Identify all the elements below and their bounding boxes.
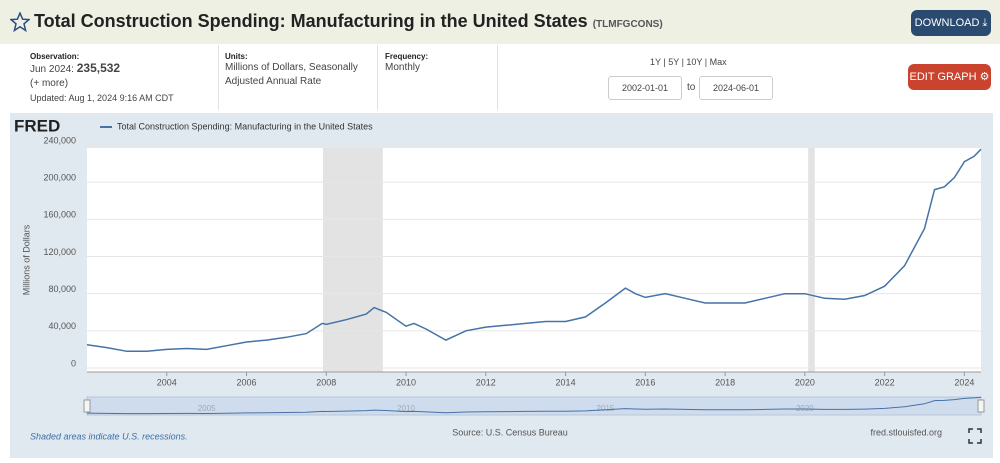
label: Observation:: [30, 52, 80, 61]
fullscreen-icon[interactable]: [968, 428, 982, 444]
divider: [377, 45, 378, 110]
navigator-label: 2005: [198, 404, 216, 413]
chart: FRED Total Construction Spending: Manufa…: [10, 113, 993, 458]
navigator-label: 2015: [597, 404, 615, 413]
x-tick-label: 2018: [715, 377, 735, 387]
legend-label: Total Construction Spending: Manufacturi…: [117, 121, 373, 131]
navigator-handle[interactable]: [83, 399, 91, 413]
x-tick-label: 2016: [635, 377, 655, 387]
x-tick-label: 2014: [556, 377, 576, 387]
y-tick-label: 160,000: [43, 210, 76, 220]
divider: [218, 45, 219, 110]
edit-text: EDIT GRAPH: [909, 71, 977, 83]
frequency: Frequency: Monthly: [385, 52, 428, 75]
site[interactable]: fred.stlouisfed.org: [870, 427, 942, 437]
navigator: [86, 396, 982, 416]
y-tick-label: 0: [71, 358, 76, 368]
y-tick-label: 120,000: [43, 247, 76, 257]
label: Units:: [225, 52, 248, 61]
x-tick-label: 2024: [954, 377, 974, 387]
y-tick-label: 200,000: [43, 173, 76, 183]
units-text: Millions of Dollars, Seasonally Adjusted…: [225, 62, 358, 87]
label: Frequency:: [385, 52, 429, 61]
obs-date: Jun 2024:: [30, 64, 74, 75]
source: Source: U.S. Census Bureau: [452, 427, 568, 437]
to: to: [687, 82, 696, 93]
title: Total Construction Spending: Manufacturi…: [34, 11, 663, 32]
series-id: (TLMFGCONS): [592, 19, 663, 30]
obs-value: 235,532: [76, 61, 121, 75]
plot-area: [87, 148, 981, 372]
x-tick-label: 2006: [237, 377, 257, 387]
navigator-handle[interactable]: [977, 399, 985, 413]
edit-graph-button[interactable]: EDIT GRAPH ⚙: [908, 64, 991, 90]
x-tick-label: 2010: [396, 377, 416, 387]
navigator-line: [86, 396, 982, 415]
divider: [497, 45, 498, 110]
x-tick-label: 2008: [316, 377, 336, 387]
more-link[interactable]: (+ more): [30, 78, 69, 89]
y-tick-label: 80,000: [48, 284, 76, 294]
recession-note: Shaded areas indicate U.S. recessions.: [30, 431, 188, 441]
y-tick-label: 240,000: [43, 135, 76, 145]
x-tick-label: 2020: [795, 377, 815, 387]
start-date[interactable]: 2002-01-01: [608, 76, 682, 100]
updated: Updated: Aug 1, 2024 9:16 AM CDT: [30, 93, 174, 103]
logo: FRED: [14, 116, 60, 135]
y-axis-title: Millions of Dollars: [21, 224, 31, 295]
title-text: Total Construction Spending: Manufacturi…: [34, 11, 588, 31]
star-icon[interactable]: [10, 12, 30, 32]
range-links: 1Y | 5Y | 10Y | Max: [650, 57, 727, 67]
observation: Observation: Jun 2024: 235,532 (+ more) …: [30, 52, 174, 105]
x-tick-label: 2012: [476, 377, 496, 387]
x-tick-label: 2022: [875, 377, 895, 387]
data-line: [86, 148, 982, 353]
navigator-label: 2010: [397, 404, 415, 413]
range[interactable]: 1Y: [650, 57, 661, 67]
header: Total Construction Spending: Manufacturi…: [0, 0, 1000, 44]
recession-shade: [322, 148, 383, 372]
download-button[interactable]: DOWNLOAD ⤓: [911, 10, 991, 36]
range[interactable]: 10Y: [686, 57, 703, 67]
units: Units: Millions of Dollars, Seasonally A…: [225, 52, 365, 89]
range[interactable]: Max: [709, 57, 727, 67]
end-date[interactable]: 2024-06-01: [699, 76, 773, 100]
frequency-text: Monthly: [385, 62, 421, 73]
download-text: DOWNLOAD: [914, 17, 980, 29]
x-tick-label: 2004: [157, 377, 177, 387]
y-tick-label: 40,000: [48, 321, 76, 331]
range[interactable]: 5Y: [668, 57, 680, 67]
recession-shade: [808, 148, 815, 372]
